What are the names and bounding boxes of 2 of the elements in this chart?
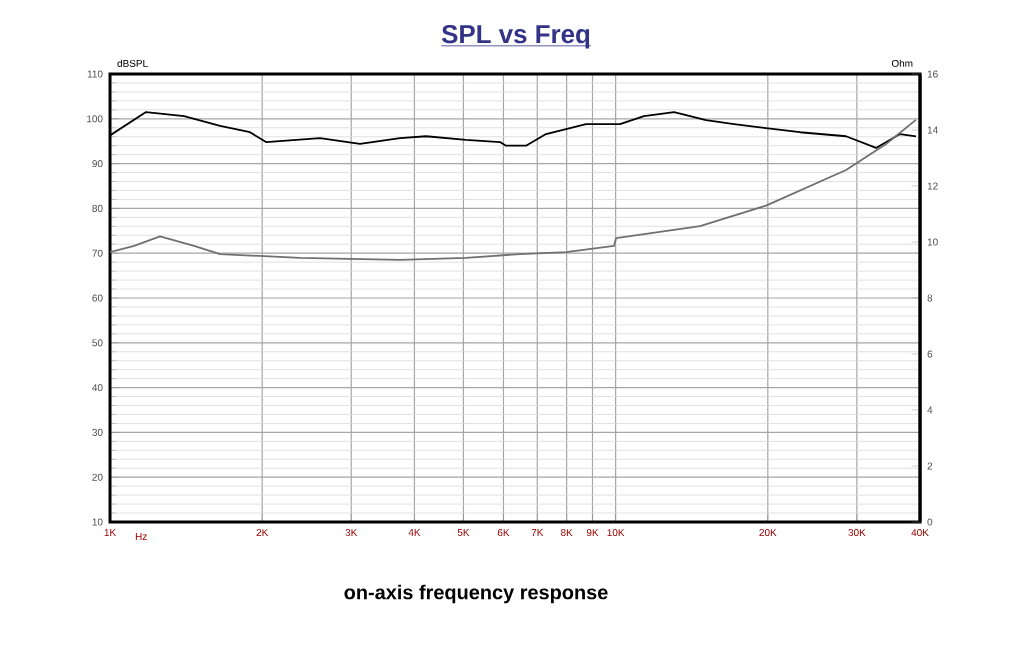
text: on-axis frequency response <box>344 584 608 604</box>
chart-title: SPL vs Freq <box>441 24 590 49</box>
